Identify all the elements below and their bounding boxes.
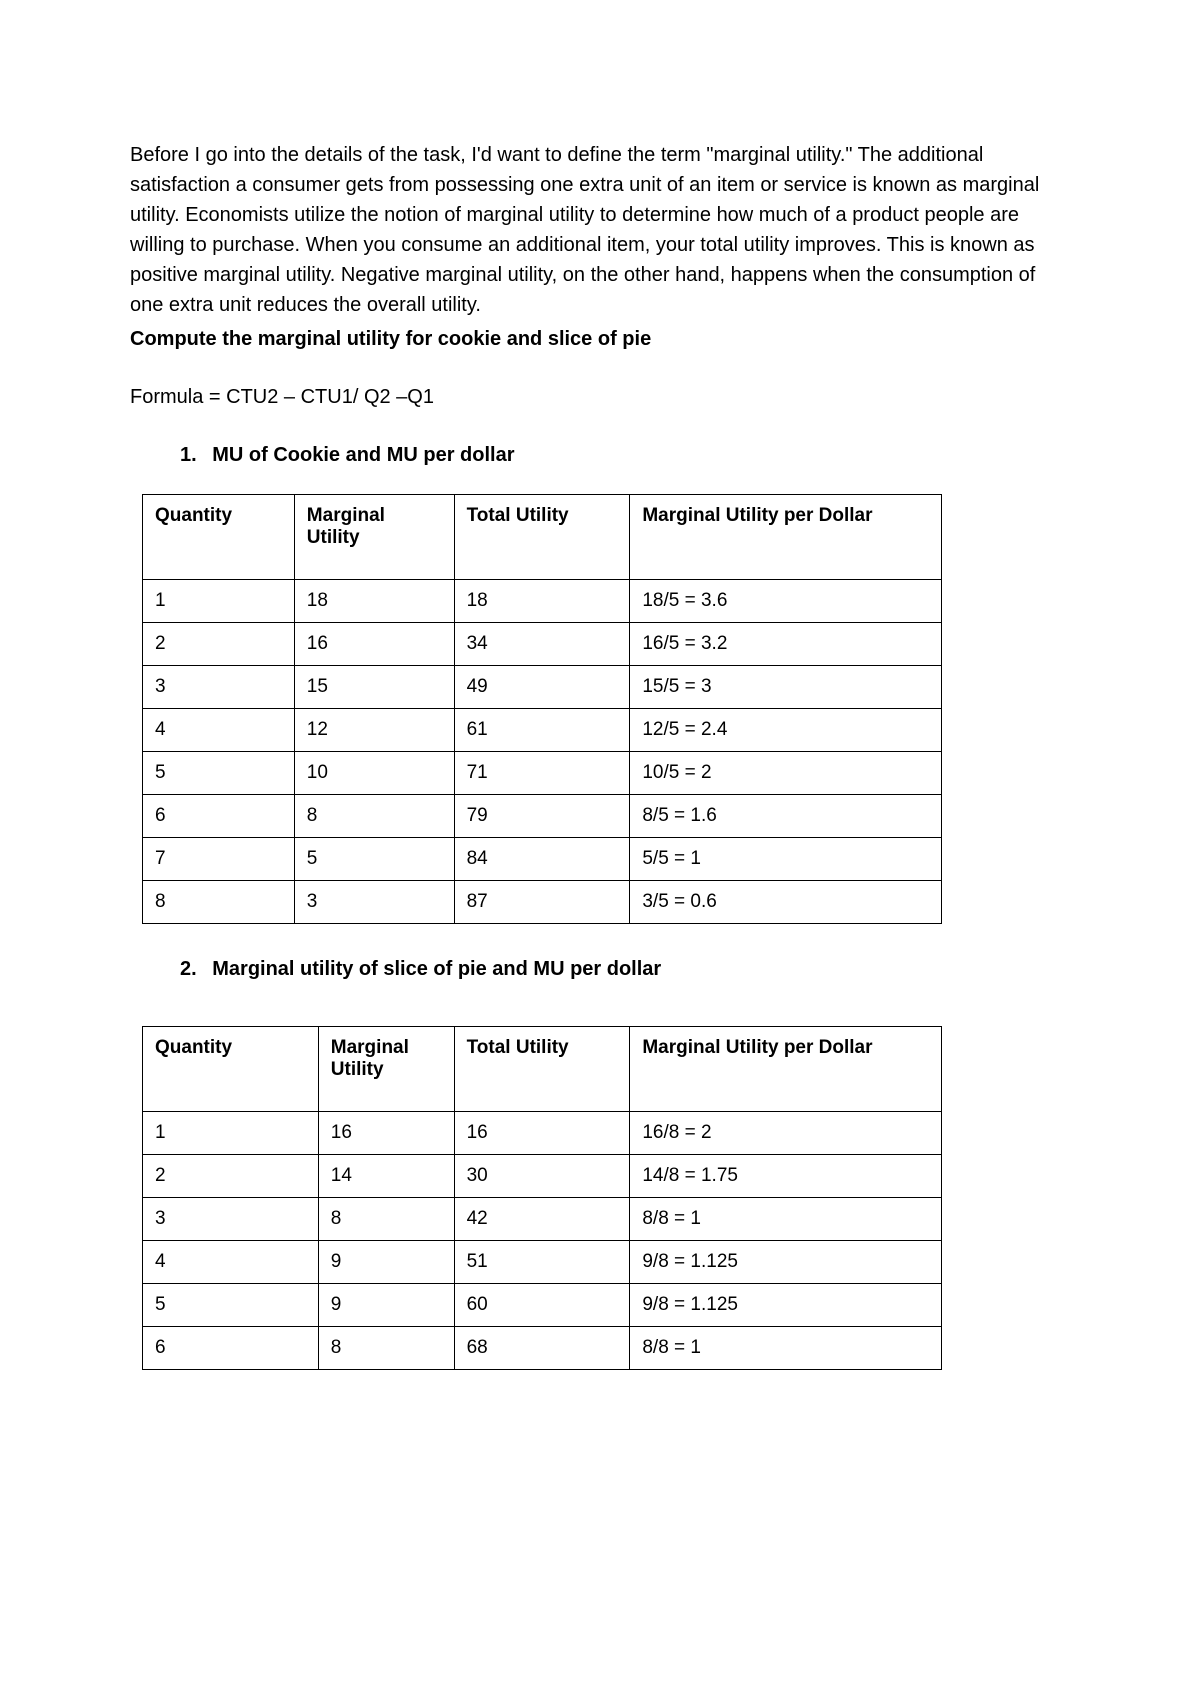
table-cell: 10 [294, 752, 454, 795]
col-total-utility: Total Utility [454, 1027, 630, 1112]
table-row: 5107110/5 = 2 [143, 752, 942, 795]
section2-heading: 2. Marginal utility of slice of pie and … [180, 954, 1070, 984]
table-cell: 16/8 = 2 [630, 1112, 942, 1155]
table-cell: 12 [294, 709, 454, 752]
table-cell: 2 [143, 1155, 319, 1198]
cookie-table: Quantity Marginal Utility Total Utility … [142, 494, 942, 924]
table-cell: 15 [294, 666, 454, 709]
table-cell: 5 [143, 1284, 319, 1327]
table-row: 83873/5 = 0.6 [143, 881, 942, 924]
table-cell: 14/8 = 1.75 [630, 1155, 942, 1198]
section1-title: MU of Cookie and MU per dollar [212, 444, 514, 466]
col-quantity: Quantity [143, 1027, 319, 1112]
table-row: 3154915/5 = 3 [143, 666, 942, 709]
table-row: 49519/8 = 1.125 [143, 1241, 942, 1284]
table-cell: 1 [143, 580, 295, 623]
col-total-utility: Total Utility [454, 495, 630, 580]
table-cell: 8 [143, 881, 295, 924]
table-cell: 1 [143, 1112, 319, 1155]
table-cell: 10/5 = 2 [630, 752, 942, 795]
formula-text: Formula = CTU2 – CTU1/ Q2 –Q1 [130, 382, 1070, 412]
table-cell: 16/5 = 3.2 [630, 623, 942, 666]
table-cell: 6 [143, 795, 295, 838]
table-row: 38428/8 = 1 [143, 1198, 942, 1241]
table-cell: 3 [294, 881, 454, 924]
table-row: 4126112/5 = 2.4 [143, 709, 942, 752]
table-cell: 16 [454, 1112, 630, 1155]
table-cell: 5 [143, 752, 295, 795]
table-cell: 4 [143, 1241, 319, 1284]
section1-heading: 1. MU of Cookie and MU per dollar [180, 440, 1070, 470]
table-cell: 51 [454, 1241, 630, 1284]
col-marginal-utility: Marginal Utility [318, 1027, 454, 1112]
table-cell: 30 [454, 1155, 630, 1198]
table-cell: 9 [318, 1241, 454, 1284]
intro-paragraph: Before I go into the details of the task… [130, 140, 1070, 320]
table-cell: 49 [454, 666, 630, 709]
table-cell: 61 [454, 709, 630, 752]
table-cell: 34 [454, 623, 630, 666]
table-cell: 16 [318, 1112, 454, 1155]
table-cell: 12/5 = 2.4 [630, 709, 942, 752]
table-cell: 9/8 = 1.125 [630, 1241, 942, 1284]
section2-title: Marginal utility of slice of pie and MU … [212, 958, 661, 980]
table-cell: 8/8 = 1 [630, 1327, 942, 1370]
table-row: 1181818/5 = 3.6 [143, 580, 942, 623]
table-cell: 5/5 = 1 [630, 838, 942, 881]
table-cell: 16 [294, 623, 454, 666]
col-marginal-utility: Marginal Utility [294, 495, 454, 580]
table-cell: 79 [454, 795, 630, 838]
table-cell: 8/8 = 1 [630, 1198, 942, 1241]
table-header-row: Quantity Marginal Utility Total Utility … [143, 495, 942, 580]
table-cell: 5 [294, 838, 454, 881]
table-cell: 9 [318, 1284, 454, 1327]
table-cell: 42 [454, 1198, 630, 1241]
table-cell: 8/5 = 1.6 [630, 795, 942, 838]
col-mu-per-dollar: Marginal Utility per Dollar [630, 495, 942, 580]
table-cell: 3 [143, 666, 295, 709]
table-cell: 3/5 = 0.6 [630, 881, 942, 924]
table-cell: 15/5 = 3 [630, 666, 942, 709]
table-row: 2143014/8 = 1.75 [143, 1155, 942, 1198]
compute-heading: Compute the marginal utility for cookie … [130, 324, 1070, 354]
table-row: 75845/5 = 1 [143, 838, 942, 881]
table-cell: 8 [318, 1327, 454, 1370]
table-cell: 87 [454, 881, 630, 924]
table-row: 2163416/5 = 3.2 [143, 623, 942, 666]
table-cell: 7 [143, 838, 295, 881]
table-cell: 6 [143, 1327, 319, 1370]
table-cell: 18 [454, 580, 630, 623]
table-cell: 84 [454, 838, 630, 881]
table-cell: 8 [294, 795, 454, 838]
table-cell: 8 [318, 1198, 454, 1241]
table-header-row: Quantity Marginal Utility Total Utility … [143, 1027, 942, 1112]
pie-table: Quantity Marginal Utility Total Utility … [142, 1026, 942, 1370]
table-cell: 71 [454, 752, 630, 795]
table-cell: 60 [454, 1284, 630, 1327]
col-quantity: Quantity [143, 495, 295, 580]
table-cell: 4 [143, 709, 295, 752]
table-cell: 2 [143, 623, 295, 666]
table-row: 59609/8 = 1.125 [143, 1284, 942, 1327]
table-cell: 3 [143, 1198, 319, 1241]
table-row: 1161616/8 = 2 [143, 1112, 942, 1155]
section1-number: 1. [180, 440, 197, 470]
table-cell: 18 [294, 580, 454, 623]
table-row: 68798/5 = 1.6 [143, 795, 942, 838]
table-cell: 14 [318, 1155, 454, 1198]
table-cell: 68 [454, 1327, 630, 1370]
table-cell: 9/8 = 1.125 [630, 1284, 942, 1327]
table-cell: 18/5 = 3.6 [630, 580, 942, 623]
section2-number: 2. [180, 954, 197, 984]
col-mu-per-dollar: Marginal Utility per Dollar [630, 1027, 942, 1112]
table-row: 68688/8 = 1 [143, 1327, 942, 1370]
